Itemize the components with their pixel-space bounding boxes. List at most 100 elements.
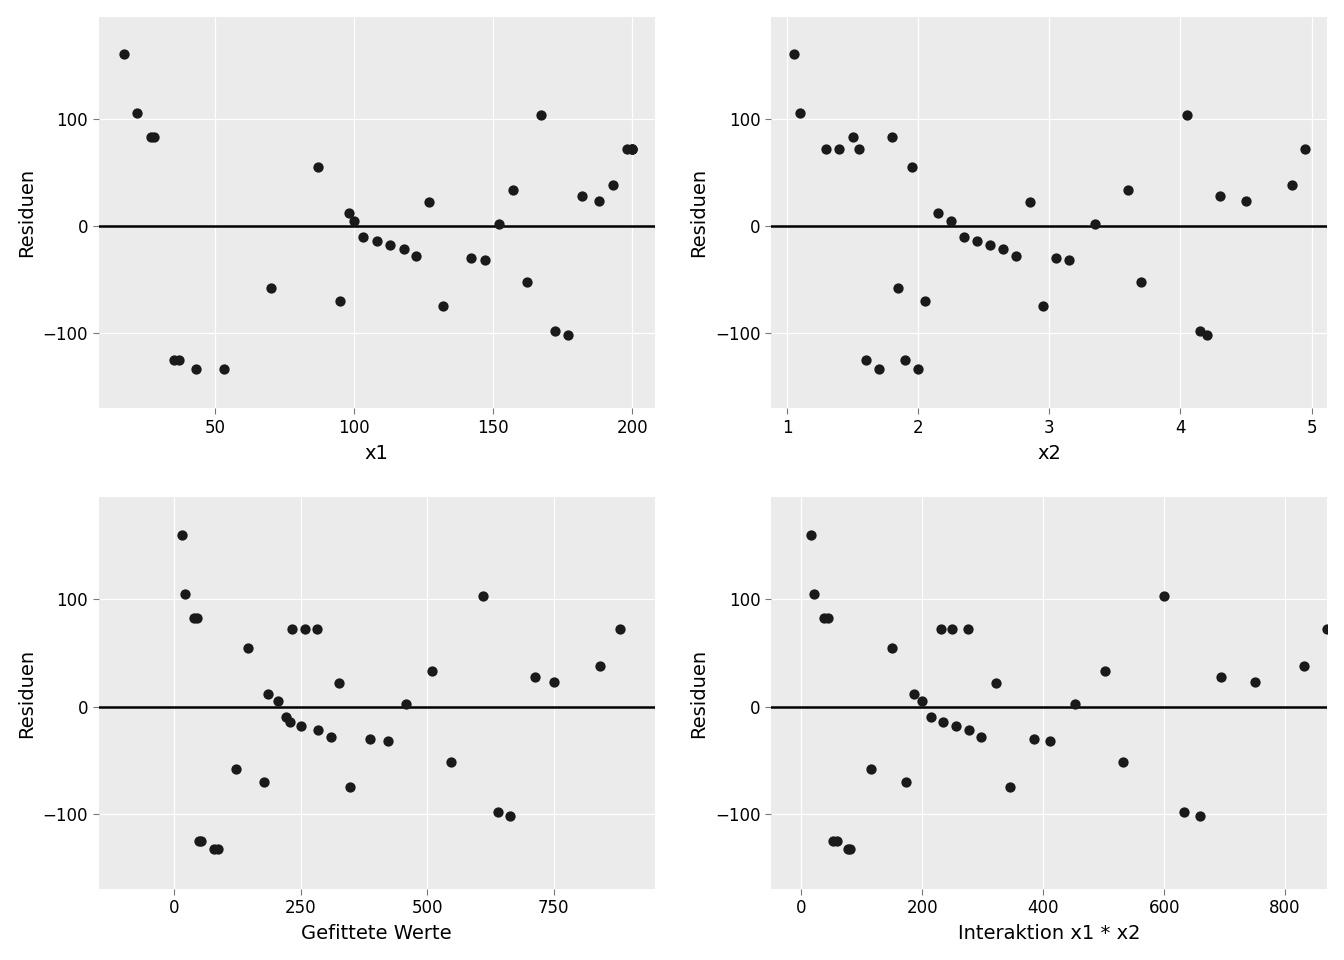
Point — [171, 527, 192, 542]
Point — [144, 130, 165, 145]
Point — [258, 686, 280, 702]
Point — [1153, 588, 1175, 604]
Y-axis label: Residuen: Residuen — [16, 649, 36, 737]
Point — [394, 242, 415, 257]
Point — [352, 228, 374, 244]
Point — [895, 774, 917, 789]
Point — [329, 675, 351, 690]
Point — [380, 237, 402, 252]
Point — [204, 842, 226, 857]
Point — [894, 352, 915, 368]
Point — [1064, 697, 1086, 712]
Point — [1046, 251, 1067, 266]
Point — [516, 274, 538, 289]
Point — [903, 686, 925, 702]
Point — [782, 46, 804, 61]
Point — [1039, 733, 1060, 749]
Point — [1317, 622, 1339, 637]
Y-axis label: Residuen: Residuen — [16, 168, 36, 257]
Point — [530, 108, 551, 123]
Point — [558, 327, 579, 343]
Point — [366, 233, 387, 249]
Point — [1176, 108, 1198, 123]
Point — [308, 159, 329, 175]
Point — [433, 299, 454, 314]
Point — [1019, 195, 1040, 210]
Point — [1293, 659, 1314, 674]
Point — [188, 833, 210, 849]
Point — [441, 755, 462, 770]
Point — [813, 610, 835, 625]
Point — [280, 714, 301, 730]
Point — [957, 622, 978, 637]
Point — [1189, 808, 1211, 824]
Point — [168, 352, 190, 368]
Point — [980, 237, 1001, 252]
Point — [860, 761, 882, 777]
Point — [344, 213, 366, 228]
Point — [339, 205, 360, 221]
Point — [945, 718, 966, 733]
Point — [882, 640, 903, 656]
Point — [261, 280, 282, 296]
Point — [816, 141, 837, 156]
Point — [1294, 141, 1316, 156]
Point — [419, 195, 441, 210]
Point — [1211, 669, 1232, 684]
Point — [930, 622, 952, 637]
Point — [488, 216, 509, 231]
Point — [474, 252, 496, 268]
Point — [622, 141, 644, 156]
Point — [1117, 182, 1138, 198]
Point — [1023, 732, 1044, 747]
Point — [970, 729, 992, 744]
Point — [966, 233, 988, 249]
Point — [1094, 663, 1116, 679]
Point — [900, 159, 922, 175]
Point — [1189, 324, 1211, 339]
Point — [887, 280, 909, 296]
Point — [461, 251, 482, 266]
Point — [212, 361, 234, 376]
Point — [823, 833, 844, 849]
Point — [800, 527, 821, 542]
Point — [829, 141, 851, 156]
Point — [405, 249, 426, 264]
Point — [927, 205, 949, 221]
Point — [306, 622, 328, 637]
Point — [609, 622, 630, 637]
Point — [1085, 216, 1106, 231]
Point — [503, 182, 524, 198]
Point — [616, 141, 637, 156]
Point — [855, 352, 876, 368]
Point — [993, 242, 1015, 257]
Point — [113, 46, 134, 61]
Point — [395, 697, 417, 712]
Point — [543, 674, 564, 689]
Point — [837, 842, 859, 857]
X-axis label: x2: x2 — [1038, 444, 1062, 463]
Point — [141, 130, 163, 145]
Point — [359, 732, 380, 747]
Point — [933, 714, 954, 730]
Point — [985, 675, 1007, 690]
Point — [848, 141, 870, 156]
Point — [953, 228, 974, 244]
Point — [173, 587, 195, 602]
Point — [1130, 274, 1152, 289]
Point — [290, 718, 312, 733]
Point — [958, 723, 980, 738]
Point — [207, 842, 228, 857]
Point — [1032, 299, 1054, 314]
Point — [524, 669, 546, 684]
Point — [911, 693, 933, 708]
Point — [339, 780, 360, 795]
Point — [226, 761, 247, 777]
Point — [306, 723, 328, 738]
Point — [1058, 252, 1079, 268]
Point — [1113, 755, 1134, 770]
Point — [914, 294, 935, 309]
Point — [841, 130, 863, 145]
Point — [184, 610, 206, 625]
X-axis label: x1: x1 — [364, 444, 388, 463]
